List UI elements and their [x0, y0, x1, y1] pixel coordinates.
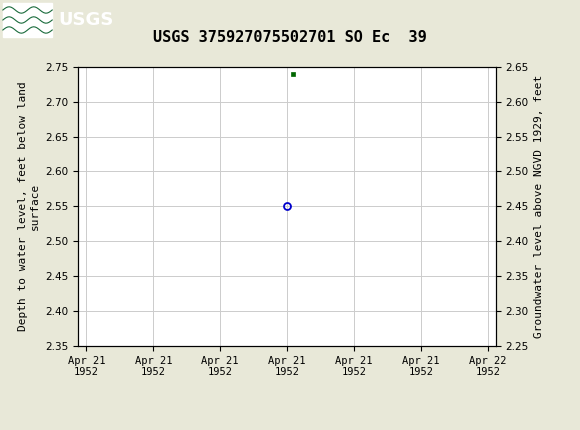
FancyBboxPatch shape: [3, 3, 52, 37]
Text: USGS 375927075502701 SO Ec  39: USGS 375927075502701 SO Ec 39: [153, 30, 427, 45]
Text: USGS: USGS: [58, 11, 113, 29]
Y-axis label: Depth to water level, feet below land
surface: Depth to water level, feet below land su…: [18, 82, 40, 331]
Y-axis label: Groundwater level above NGVD 1929, feet: Groundwater level above NGVD 1929, feet: [534, 75, 545, 338]
